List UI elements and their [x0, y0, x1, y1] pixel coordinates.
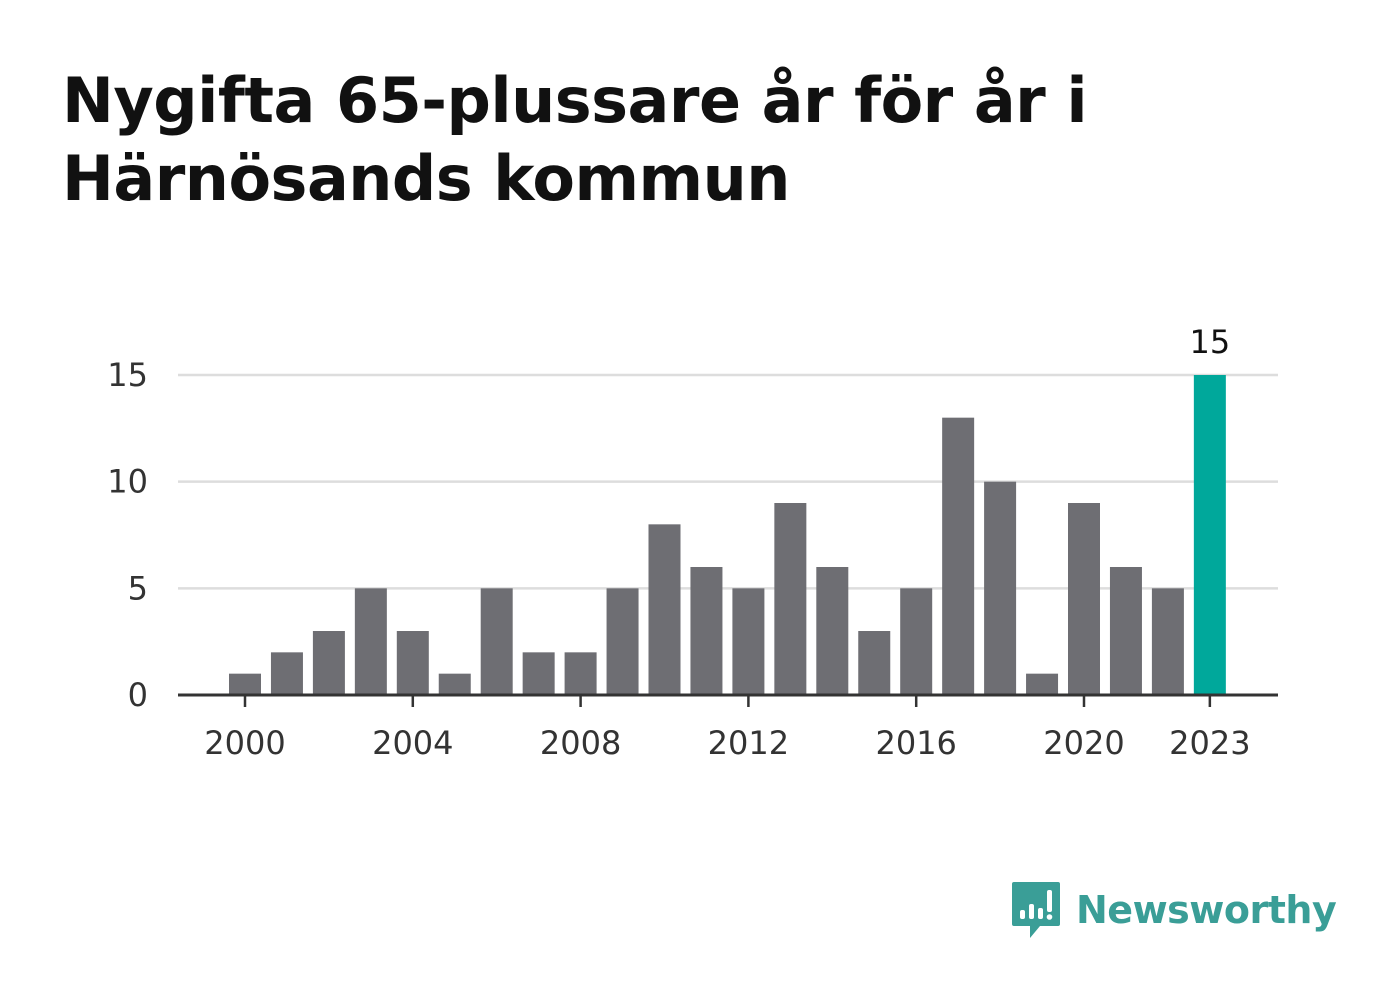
bar: [858, 631, 891, 695]
x-tick-label: 2016: [875, 724, 956, 762]
bar: [522, 652, 555, 695]
bar: [438, 673, 471, 695]
chart-title: Nygifta 65-plussare år för år i Härnösan…: [62, 64, 1088, 215]
grid-lines: [178, 373, 1278, 590]
bar: [816, 567, 849, 695]
bar: [1068, 503, 1100, 695]
bar: [648, 524, 681, 695]
bar-chart-speech-bubble-icon: [1012, 882, 1060, 938]
y-tick-label: 5: [128, 569, 148, 607]
tick-labels: 0 5 10 15 15 2000 2004 2008 2012 2016 2020 2023: [107, 323, 1250, 762]
bar: [312, 631, 345, 695]
newsworthy-logo: Newsworthy: [1010, 880, 1337, 940]
bar: [229, 673, 261, 695]
y-tick-label: 10: [107, 463, 148, 501]
bar: [270, 652, 303, 695]
bar: [732, 588, 765, 695]
axes: [178, 693, 1278, 707]
bar: [354, 588, 387, 695]
bar: [606, 588, 639, 695]
y-tick-label: 0: [128, 676, 148, 714]
x-tick-label: 2000: [204, 724, 285, 762]
bar: [1151, 588, 1184, 695]
logo-text: Newsworthy: [1076, 888, 1337, 932]
x-tick-label: 2008: [540, 724, 621, 762]
bars: [229, 375, 1226, 695]
x-tick-label: 2023: [1169, 724, 1250, 762]
bar: [942, 417, 975, 695]
bar-value-label: 15: [1189, 323, 1230, 361]
bar: [984, 481, 1017, 695]
x-tick-label: 2012: [708, 724, 789, 762]
bar: [480, 588, 513, 695]
bar: [396, 631, 429, 695]
x-tick-label: 2020: [1043, 724, 1124, 762]
bar: [690, 567, 723, 695]
bar: [1026, 673, 1059, 695]
bar: [900, 588, 933, 695]
bar: [774, 503, 807, 695]
x-tick-label: 2004: [372, 724, 453, 762]
bar: [1109, 567, 1142, 695]
bar: [564, 652, 597, 695]
y-tick-label: 15: [107, 356, 148, 394]
bar-highlight: [1193, 375, 1226, 695]
